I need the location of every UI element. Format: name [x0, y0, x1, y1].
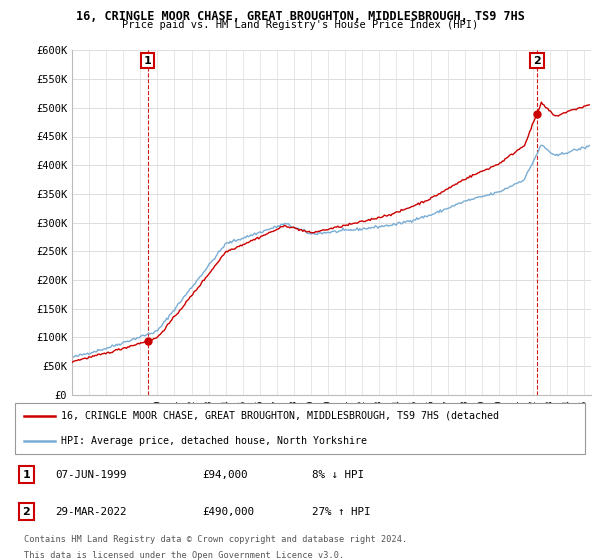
Text: 2: 2 — [23, 507, 30, 517]
Text: 1: 1 — [144, 55, 152, 66]
Text: 29-MAR-2022: 29-MAR-2022 — [55, 507, 127, 517]
Text: This data is licensed under the Open Government Licence v3.0.: This data is licensed under the Open Gov… — [23, 551, 344, 560]
Text: 1: 1 — [23, 470, 30, 479]
Text: 16, CRINGLE MOOR CHASE, GREAT BROUGHTON, MIDDLESBROUGH, TS9 7HS (detached: 16, CRINGLE MOOR CHASE, GREAT BROUGHTON,… — [61, 410, 499, 421]
Text: 07-JUN-1999: 07-JUN-1999 — [55, 470, 127, 479]
Text: £94,000: £94,000 — [202, 470, 248, 479]
Text: Contains HM Land Registry data © Crown copyright and database right 2024.: Contains HM Land Registry data © Crown c… — [23, 535, 407, 544]
Text: 8% ↓ HPI: 8% ↓ HPI — [311, 470, 364, 479]
Text: 27% ↑ HPI: 27% ↑ HPI — [311, 507, 370, 517]
FancyBboxPatch shape — [15, 403, 585, 454]
Text: 2: 2 — [533, 55, 541, 66]
Text: HPI: Average price, detached house, North Yorkshire: HPI: Average price, detached house, Nort… — [61, 436, 367, 446]
Text: 16, CRINGLE MOOR CHASE, GREAT BROUGHTON, MIDDLESBROUGH, TS9 7HS: 16, CRINGLE MOOR CHASE, GREAT BROUGHTON,… — [76, 10, 524, 22]
Text: £490,000: £490,000 — [202, 507, 254, 517]
Text: Price paid vs. HM Land Registry's House Price Index (HPI): Price paid vs. HM Land Registry's House … — [122, 20, 478, 30]
